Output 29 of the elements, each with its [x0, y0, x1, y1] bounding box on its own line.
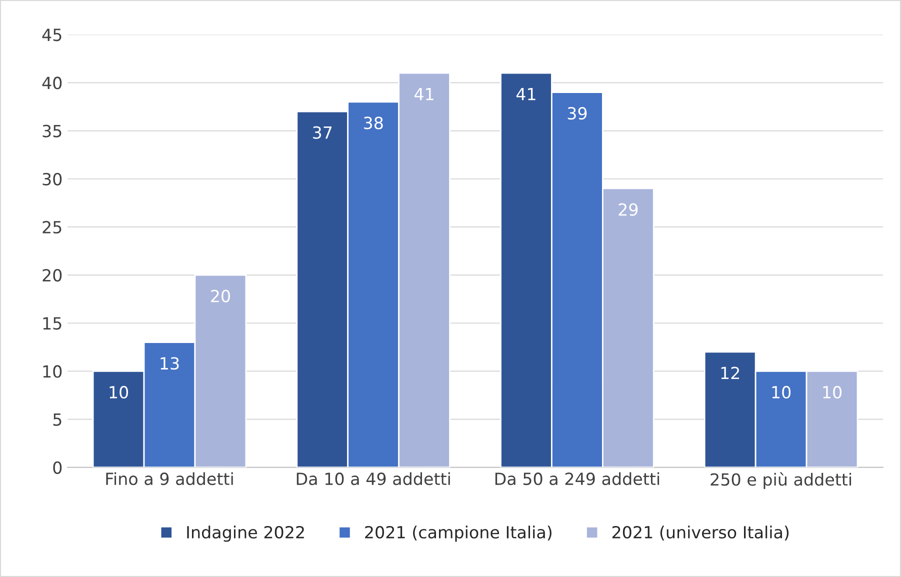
data-label: 38	[364, 116, 383, 130]
legend-label: Indagine 2022	[187, 526, 304, 542]
data-label: 10	[110, 386, 128, 399]
data-label: 12	[721, 366, 740, 380]
data-label: 39	[568, 107, 587, 120]
y-tick-label: 0	[53, 461, 62, 474]
y-tick-label: 35	[42, 124, 62, 138]
y-tick-label: 40	[42, 76, 62, 90]
legend-label: 2021 (universo Italia)	[612, 526, 789, 541]
y-tick-label: 15	[43, 317, 62, 330]
data-label: 37	[313, 126, 332, 139]
y-tick-label: 10	[43, 365, 62, 378]
y-tick-label: 30	[42, 172, 62, 186]
x-tick-label: Fino a 9 addetti	[106, 472, 233, 486]
x-tick-label: Da 10 a 49 addetti	[296, 472, 450, 486]
data-label: 10	[772, 386, 791, 399]
y-tick-label: 20	[42, 269, 62, 282]
x-tick-label: 250 e più addetti	[710, 472, 852, 490]
data-label: 20	[211, 290, 230, 302]
y-tick-label: 25	[42, 220, 62, 234]
data-label: 29	[618, 203, 638, 216]
legend-label: 2021 (campione Italia)	[365, 526, 552, 542]
x-tick-label: Da 50 a 249 addetti	[495, 472, 660, 486]
data-label: 41	[414, 88, 434, 100]
data-label: 13	[160, 357, 179, 370]
y-tick-label: 5	[53, 413, 62, 426]
y-tick-label: 45	[42, 28, 62, 42]
data-label: 41	[516, 88, 536, 100]
data-label: 10	[823, 386, 842, 399]
